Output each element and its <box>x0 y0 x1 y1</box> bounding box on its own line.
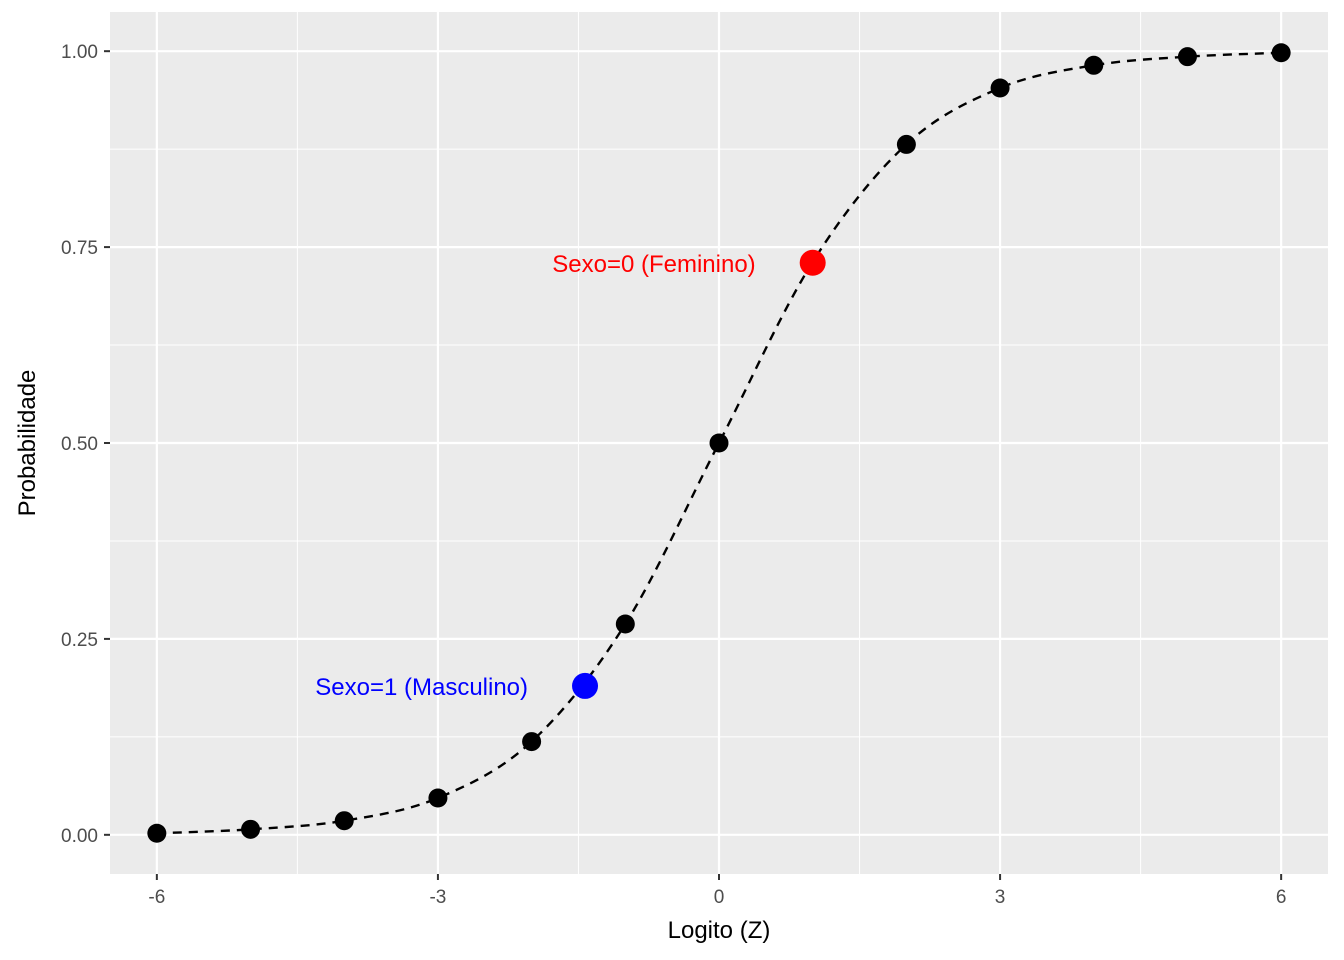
highlight-label: Sexo=1 (Masculino) <box>315 674 528 701</box>
data-point <box>334 811 354 831</box>
highlight-points: Sexo=0 (Feminino) Sexo=1 (Masculino) <box>315 249 826 701</box>
x-tick-label: 6 <box>1276 887 1287 908</box>
y-tick-label: 1.00 <box>61 42 98 63</box>
data-point <box>896 134 916 154</box>
x-axis-title: Logito (Z) <box>668 917 771 944</box>
data-point <box>1271 43 1291 63</box>
y-tick-label: 0.50 <box>61 434 98 455</box>
x-tick-label: 3 <box>995 887 1006 908</box>
data-point <box>990 78 1010 98</box>
y-axis-title: Probabilidade <box>14 370 41 517</box>
data-point <box>241 819 261 839</box>
highlight-label: Sexo=0 (Feminino) <box>552 251 755 278</box>
axes: -6 -3 0 3 6 0.00 0.25 0.50 0.75 1.00 <box>61 42 1286 908</box>
data-point <box>522 732 542 752</box>
data-point <box>1177 47 1197 67</box>
x-tick-label: 0 <box>714 887 725 908</box>
data-point <box>1084 55 1104 75</box>
data-point <box>709 433 729 453</box>
y-tick-label: 0.75 <box>61 238 98 259</box>
y-tick-label: 0.25 <box>61 630 98 651</box>
highlight-point <box>572 672 599 699</box>
x-tick-label: -3 <box>429 887 446 908</box>
highlight-point <box>799 249 826 276</box>
x-tick-label: -6 <box>148 887 165 908</box>
data-point <box>428 788 448 808</box>
data-point <box>147 823 167 843</box>
y-tick-label: 0.00 <box>61 826 98 847</box>
data-point <box>615 614 635 634</box>
